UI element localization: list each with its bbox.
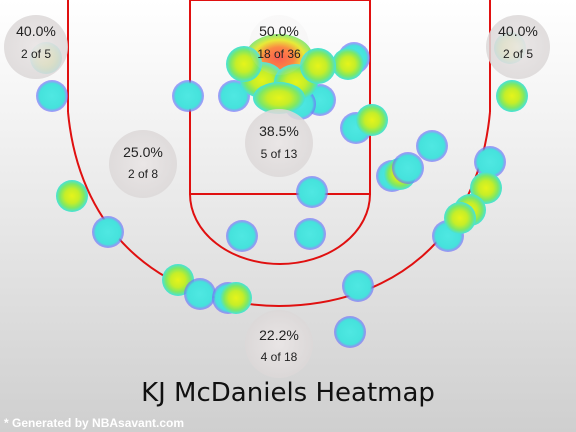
shot-marker	[356, 104, 388, 136]
shot-marker	[36, 80, 68, 112]
chart-title: KJ McDaniels Heatmap	[141, 378, 435, 408]
zone-bubble	[245, 310, 313, 378]
zone-left-corner: 40.0% 2 of 5	[4, 15, 68, 79]
zone-bubble	[249, 15, 309, 75]
zone-count: 18 of 36	[257, 47, 301, 61]
zone-count: 2 of 5	[21, 47, 51, 61]
zone-bubble	[245, 109, 313, 177]
zone-right-corner: 40.0% 2 of 5	[486, 15, 550, 79]
shot-marker	[92, 216, 124, 248]
shot-marker	[474, 146, 506, 178]
zone-count: 5 of 13	[261, 147, 298, 161]
zone-left-midrange: 25.0% 2 of 8	[109, 130, 177, 198]
zone-percentage: 50.0%	[259, 23, 299, 39]
shot-marker	[172, 80, 204, 112]
shot-marker	[294, 218, 326, 250]
zone-count: 2 of 5	[503, 47, 533, 61]
hot-zone-blob	[253, 82, 305, 114]
shot-marker	[220, 282, 252, 314]
zone-labels: 40.0% 2 of 5 50.0% 18 of 36 40.0% 2 of 5…	[4, 15, 550, 378]
zone-percentage: 25.0%	[123, 144, 163, 160]
shot-marker	[184, 278, 216, 310]
shot-marker	[332, 48, 364, 80]
shot-marker	[470, 172, 502, 204]
zone-percentage: 40.0%	[16, 23, 56, 39]
shot-marker	[496, 80, 528, 112]
zone-count: 2 of 8	[128, 167, 158, 181]
zone-restricted-area: 50.0% 18 of 36	[249, 15, 309, 75]
shot-marker	[416, 130, 448, 162]
source-credit: * Generated by NBAsavant.com	[4, 416, 185, 430]
shot-marker	[444, 202, 476, 234]
zone-bubble	[109, 130, 177, 198]
zone-count: 4 of 18	[261, 350, 298, 364]
shot-marker	[56, 180, 88, 212]
shot-marker	[392, 152, 424, 184]
zone-percentage: 38.5%	[259, 123, 299, 139]
zone-percentage: 40.0%	[498, 23, 538, 39]
zone-bubble	[4, 15, 68, 79]
shot-marker	[342, 270, 374, 302]
zone-bubble	[486, 15, 550, 79]
zone-percentage: 22.2%	[259, 327, 299, 343]
zone-top-of-key-three: 22.2% 4 of 18	[245, 310, 313, 378]
zone-paint: 38.5% 5 of 13	[245, 109, 313, 177]
shot-marker	[226, 220, 258, 252]
free-throw-circle	[189, 193, 371, 265]
shot-marker	[296, 176, 328, 208]
shot-marker	[218, 80, 250, 112]
shot-marker	[334, 316, 366, 348]
hot-zone-blob	[300, 48, 336, 84]
